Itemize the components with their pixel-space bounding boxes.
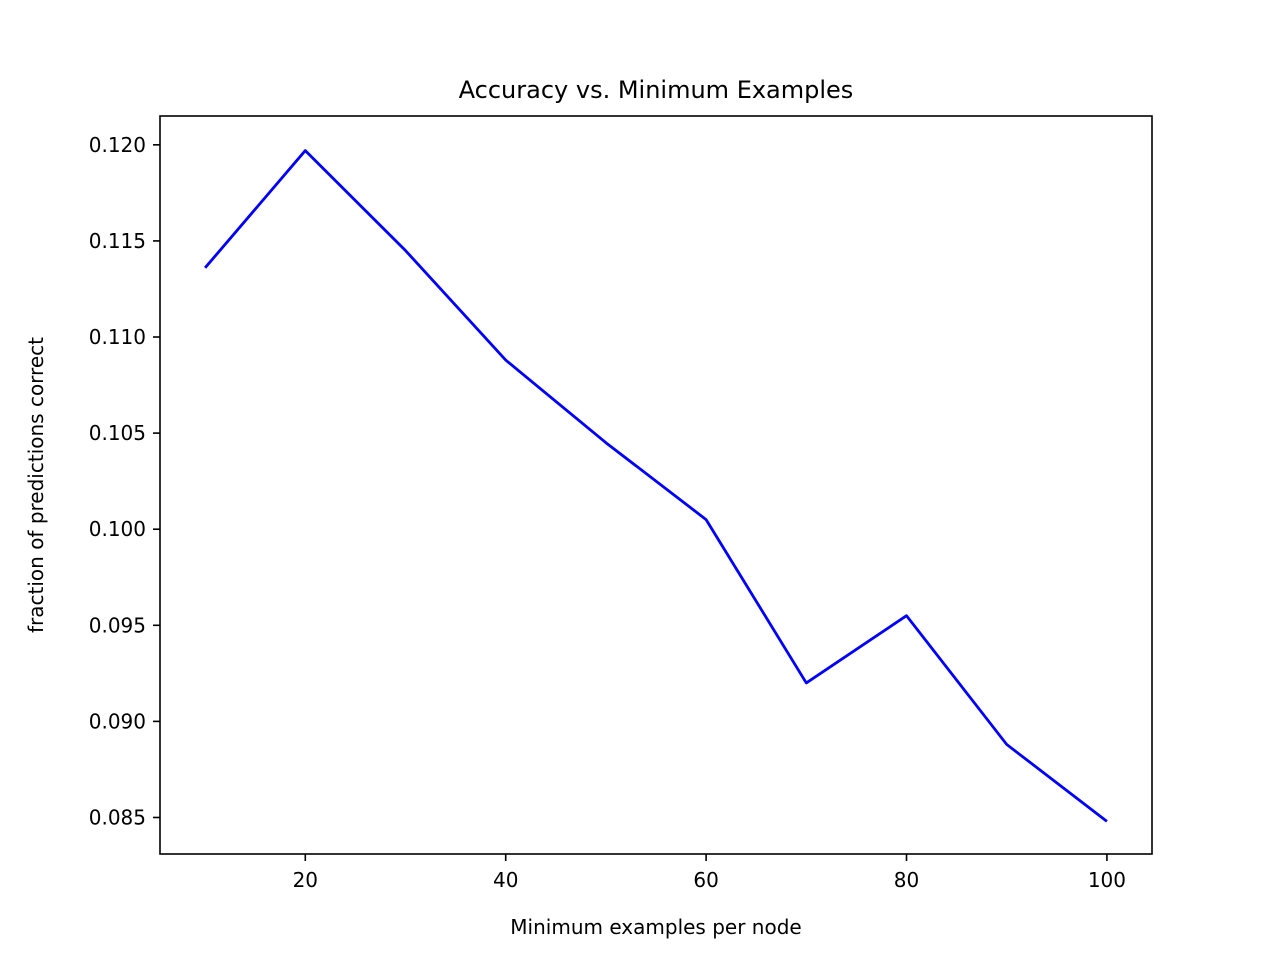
y-tick-label: 0.090 <box>89 709 146 733</box>
y-tick-label: 0.100 <box>89 517 146 541</box>
series-line-0 <box>204 149 1108 823</box>
plot-area <box>204 149 1108 823</box>
x-tick-label: 60 <box>693 868 718 892</box>
x-tick-label: 20 <box>293 868 318 892</box>
y-tick-label: 0.110 <box>89 325 146 349</box>
x-axis: 20 40 60 80 100 <box>293 854 1126 892</box>
x-tick-label: 80 <box>894 868 919 892</box>
y-tick-label: 0.105 <box>89 421 146 445</box>
chart-title: Accuracy vs. Minimum Examples <box>459 76 854 104</box>
x-tick-label: 100 <box>1088 868 1126 892</box>
x-tick-label: 40 <box>493 868 518 892</box>
x-axis-label: Minimum examples per node <box>510 915 801 939</box>
axes-frame <box>159 115 1153 855</box>
y-tick-label: 0.115 <box>89 229 146 253</box>
y-axis-label: fraction of predictions correct <box>24 337 48 633</box>
y-tick-label: 0.120 <box>89 133 146 157</box>
y-tick-label: 0.085 <box>89 805 146 829</box>
y-tick-label: 0.095 <box>89 613 146 637</box>
y-axis: 0.085 0.090 0.095 0.100 0.105 0.110 0.115 0.120 <box>89 133 160 829</box>
